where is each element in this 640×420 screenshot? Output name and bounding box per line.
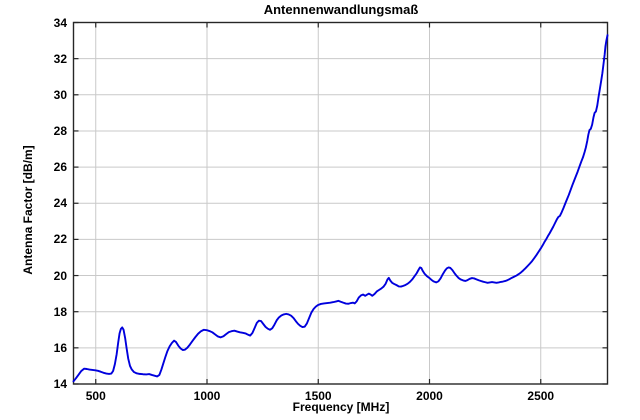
y-axis-label: Antenna Factor [dB/m] <box>21 145 35 275</box>
x-tick-label: 1500 <box>304 389 332 403</box>
x-tick-label: 2500 <box>527 389 555 403</box>
y-tick-label: 32 <box>53 51 67 66</box>
y-tick-label: 18 <box>53 304 67 319</box>
y-tick-label: 22 <box>53 232 67 247</box>
y-tick-label: 30 <box>53 87 67 102</box>
y-tick-label: 26 <box>53 160 67 175</box>
y-tick-label: 34 <box>53 15 67 30</box>
x-axis-label: Frequency [MHz] <box>292 400 390 414</box>
y-tick-label: 24 <box>53 196 67 211</box>
y-tick-label: 20 <box>53 268 67 283</box>
data-line-antenna-factor <box>72 34 609 383</box>
y-tick-label: 16 <box>53 340 67 355</box>
x-tick-label: 2000 <box>416 389 443 403</box>
x-tick-label: 500 <box>85 389 106 403</box>
y-tick-label: 28 <box>53 123 67 138</box>
plot-frame <box>72 21 609 385</box>
chart-title: Antennenwandlungsmaß <box>263 2 419 17</box>
y-tick-label: 14 <box>53 377 67 391</box>
x-tick-label: 1000 <box>193 389 221 403</box>
